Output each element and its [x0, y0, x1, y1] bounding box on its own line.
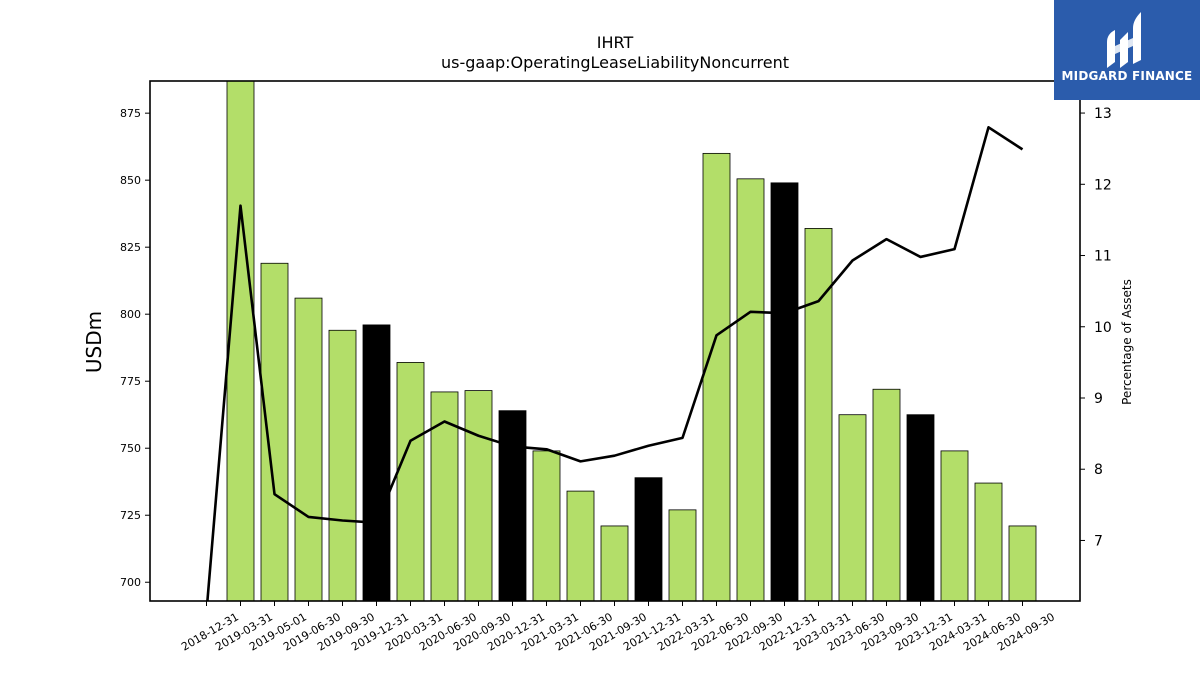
bar-2021-12-31 — [634, 477, 663, 601]
plot-frame — [149, 80, 1081, 602]
bar-2019-09-30 — [328, 329, 357, 601]
y2-tick-label-13: 13 — [1094, 106, 1112, 122]
bar-2021-06-30 — [566, 490, 595, 601]
y-tick-label-750: 750 — [120, 442, 141, 455]
y2-tick-label-8: 8 — [1094, 462, 1103, 478]
y2-tick-label-12: 12 — [1094, 177, 1112, 193]
logo-mark-icon — [1107, 12, 1141, 68]
bar-2023-09-30 — [872, 388, 901, 601]
brand-logo: MIDGARD FINANCE — [1054, 0, 1200, 100]
y-axis-label: USDm — [82, 311, 106, 373]
bar-2021-09-30 — [600, 525, 629, 601]
bar-2022-09-30 — [736, 178, 765, 601]
bar-2020-06-30 — [430, 391, 459, 601]
bar-2019-12-31 — [362, 324, 391, 601]
y-tick-label-800: 800 — [120, 308, 141, 321]
bar-2023-03-31 — [804, 228, 833, 601]
bar-2019-05-01 — [260, 262, 289, 601]
bar-2024-09-30 — [1008, 525, 1037, 601]
percentage-of-assets-line — [206, 126, 1024, 601]
bar-2024-06-30 — [974, 482, 1003, 601]
bar-2020-09-30 — [464, 390, 493, 601]
y2-tick-label-9: 9 — [1094, 391, 1103, 407]
chart-subtitle: us-gaap:OperatingLeaseLiabilityNoncurren… — [441, 53, 789, 72]
bar-2022-12-31 — [770, 182, 799, 601]
y2-tick-label-7: 7 — [1094, 533, 1103, 549]
bar-2023-06-30 — [838, 414, 867, 601]
chart-title: IHRT — [597, 33, 634, 52]
bar-2020-12-31 — [498, 410, 527, 601]
bar-2019-03-31 — [226, 81, 255, 601]
bar-2019-06-30 — [294, 297, 323, 601]
bar-2023-12-31 — [906, 414, 935, 601]
brand-name: MIDGARD FINANCE — [1061, 69, 1193, 83]
y2-axis-label: Percentage of Assets — [1120, 279, 1134, 405]
y-tick-label-825: 825 — [120, 241, 141, 254]
bar-2020-03-31 — [396, 362, 425, 601]
y-tick-label-700: 700 — [120, 576, 141, 589]
bar-2022-03-31 — [668, 509, 697, 601]
y-tick-label-775: 775 — [120, 375, 141, 388]
bar-2021-03-31 — [532, 450, 561, 601]
y-tick-label-850: 850 — [120, 174, 141, 187]
y2-tick-label-10: 10 — [1094, 320, 1112, 336]
bar-2022-06-30 — [702, 152, 731, 601]
y2-tick-label-11: 11 — [1094, 249, 1112, 265]
y-tick-label-875: 875 — [120, 107, 141, 120]
bar-series — [226, 81, 1037, 601]
bar-2024-03-31 — [940, 450, 969, 601]
y-tick-label-725: 725 — [120, 509, 141, 522]
